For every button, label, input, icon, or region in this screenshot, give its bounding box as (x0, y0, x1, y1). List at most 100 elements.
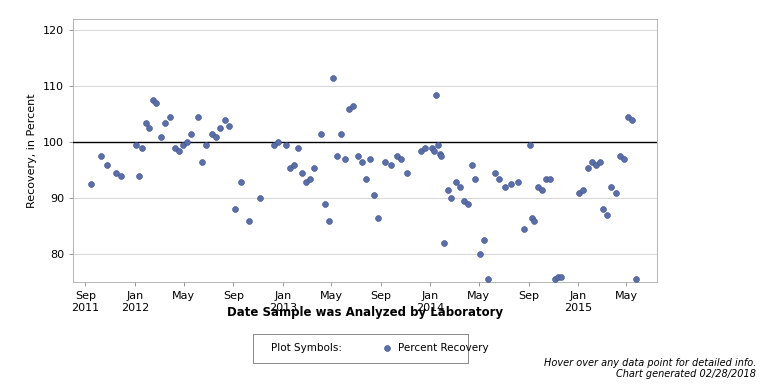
Point (287, 162, 300, 168)
Point (308, 164, 320, 170)
Point (458, 198, 470, 204)
Point (280, 142, 292, 148)
Point (454, 184, 466, 190)
Point (401, 170, 413, 176)
Point (343, 106, 356, 112)
Point (605, 184, 617, 190)
Text: Date Sample was Analyzed by Laboratory: Date Sample was Analyzed by Laboratory (227, 306, 503, 319)
Point (137, 145, 149, 151)
Point (164, 114, 176, 120)
Point (528, 218, 541, 224)
Point (381, 346, 393, 352)
Point (319, 201, 331, 207)
Point (536, 187, 548, 193)
Point (352, 153, 364, 159)
Point (95, 153, 108, 159)
Point (154, 134, 167, 140)
Point (594, 159, 606, 165)
Point (110, 170, 122, 176)
Point (590, 162, 602, 168)
Point (296, 170, 308, 176)
Point (158, 120, 170, 126)
Point (540, 175, 552, 182)
Point (435, 153, 447, 159)
Point (524, 142, 536, 148)
Point (425, 145, 438, 151)
Point (140, 120, 152, 126)
Point (173, 147, 185, 154)
Point (419, 145, 432, 151)
Point (235, 179, 247, 185)
Point (323, 218, 335, 224)
Point (482, 276, 495, 283)
Point (581, 164, 594, 170)
Point (432, 142, 444, 148)
Point (210, 134, 222, 140)
Point (196, 159, 208, 165)
Point (268, 142, 280, 148)
Point (147, 97, 159, 103)
Point (488, 170, 501, 176)
Point (85, 181, 98, 187)
Point (206, 131, 218, 137)
Point (283, 164, 296, 170)
Point (573, 190, 585, 196)
Point (526, 215, 538, 221)
Point (177, 142, 189, 148)
Point (101, 162, 114, 168)
Point (335, 131, 347, 137)
Point (385, 162, 397, 168)
Text: Chart generated 02/28/2018: Chart generated 02/28/2018 (617, 369, 756, 379)
Point (359, 175, 372, 182)
Point (133, 173, 145, 179)
Point (143, 125, 155, 131)
Point (185, 131, 197, 137)
Point (466, 162, 478, 168)
Point (243, 218, 255, 224)
Point (610, 190, 622, 196)
Point (131, 142, 143, 148)
Point (331, 153, 343, 159)
Point (218, 117, 230, 123)
Point (300, 179, 313, 185)
Point (462, 201, 475, 207)
Point (598, 207, 610, 213)
Point (518, 226, 530, 232)
Point (551, 273, 564, 280)
Text: Percent Recovery: Percent Recovery (398, 343, 488, 354)
Point (356, 159, 368, 165)
Point (478, 237, 491, 243)
Point (578, 187, 590, 193)
Point (630, 276, 642, 283)
Point (150, 100, 162, 106)
Point (505, 181, 518, 187)
Point (554, 273, 567, 280)
Point (272, 139, 284, 146)
Point (626, 117, 638, 123)
Point (315, 131, 327, 137)
Point (395, 156, 407, 162)
Point (434, 151, 446, 157)
Point (253, 195, 266, 201)
Point (181, 139, 194, 146)
Point (372, 215, 384, 221)
Point (532, 184, 545, 190)
Point (169, 145, 181, 151)
Point (499, 184, 511, 190)
Point (545, 175, 557, 182)
Point (445, 195, 458, 201)
Point (475, 251, 487, 257)
Point (586, 159, 598, 165)
Point (617, 156, 630, 162)
Point (511, 179, 524, 185)
Point (292, 145, 304, 151)
Point (115, 173, 127, 179)
Point (415, 147, 428, 154)
Point (430, 92, 442, 98)
Point (391, 153, 403, 159)
Point (449, 179, 462, 185)
Point (379, 159, 391, 165)
Point (229, 207, 241, 213)
Point (442, 187, 455, 193)
Point (548, 276, 561, 283)
